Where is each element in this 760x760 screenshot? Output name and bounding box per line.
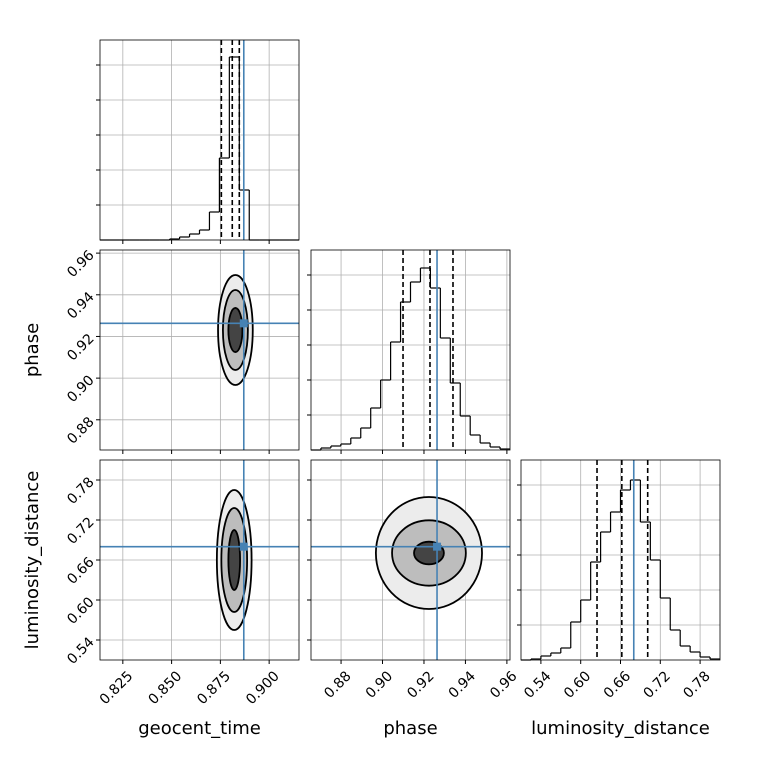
truth-marker xyxy=(433,542,442,551)
panel-frame xyxy=(310,459,511,661)
panel-frame xyxy=(99,39,300,241)
y-tick-label: 0.66 xyxy=(64,554,97,587)
hist-risers xyxy=(320,268,501,450)
x-axis-label: luminosity_distance xyxy=(531,718,710,739)
contour xyxy=(227,529,241,591)
y-tick-label: 0.78 xyxy=(64,474,97,507)
contour xyxy=(227,307,244,353)
y-tick-label: 0.54 xyxy=(64,634,97,667)
hist-risers xyxy=(530,480,711,660)
hist-risers xyxy=(169,57,250,240)
panel-frame xyxy=(99,249,300,451)
x-axis-label: geocent_time xyxy=(138,718,261,739)
x-tick-label: 0.90 xyxy=(363,668,396,701)
x-tick-label: 0.900 xyxy=(243,668,283,708)
x-tick-label: 0.54 xyxy=(521,668,554,701)
panel-frame xyxy=(310,249,511,451)
y-tick-label: 0.92 xyxy=(64,331,97,364)
x-tick-label: 0.96 xyxy=(487,668,520,701)
x-tick-label: 0.60 xyxy=(561,668,594,701)
y-tick-label: 0.96 xyxy=(64,247,97,280)
y-axis-label: luminosity_distance xyxy=(22,471,43,650)
x-tick-label: 0.875 xyxy=(194,668,234,708)
truth-marker xyxy=(239,542,248,551)
y-tick-label: 0.94 xyxy=(64,289,97,322)
x-tick-label: 0.88 xyxy=(321,668,354,701)
y-tick-label: 0.90 xyxy=(64,372,97,405)
panel-frame xyxy=(99,459,300,661)
y-tick-label: 0.88 xyxy=(64,414,97,447)
x-tick-label: 0.94 xyxy=(446,668,479,701)
panel-frame xyxy=(520,459,721,661)
y-tick-label: 0.72 xyxy=(64,514,97,547)
x-tick-label: 0.850 xyxy=(146,668,186,708)
truth-marker xyxy=(239,319,248,328)
x-tick-label: 0.78 xyxy=(680,668,713,701)
y-tick-label: 0.60 xyxy=(64,594,97,627)
x-axis-label: phase xyxy=(383,718,437,739)
x-tick-label: 0.66 xyxy=(601,668,634,701)
y-axis-label: phase xyxy=(22,323,43,377)
x-tick-label: 0.72 xyxy=(641,668,674,701)
x-tick-label: 0.825 xyxy=(97,668,137,708)
x-tick-label: 0.92 xyxy=(404,668,437,701)
